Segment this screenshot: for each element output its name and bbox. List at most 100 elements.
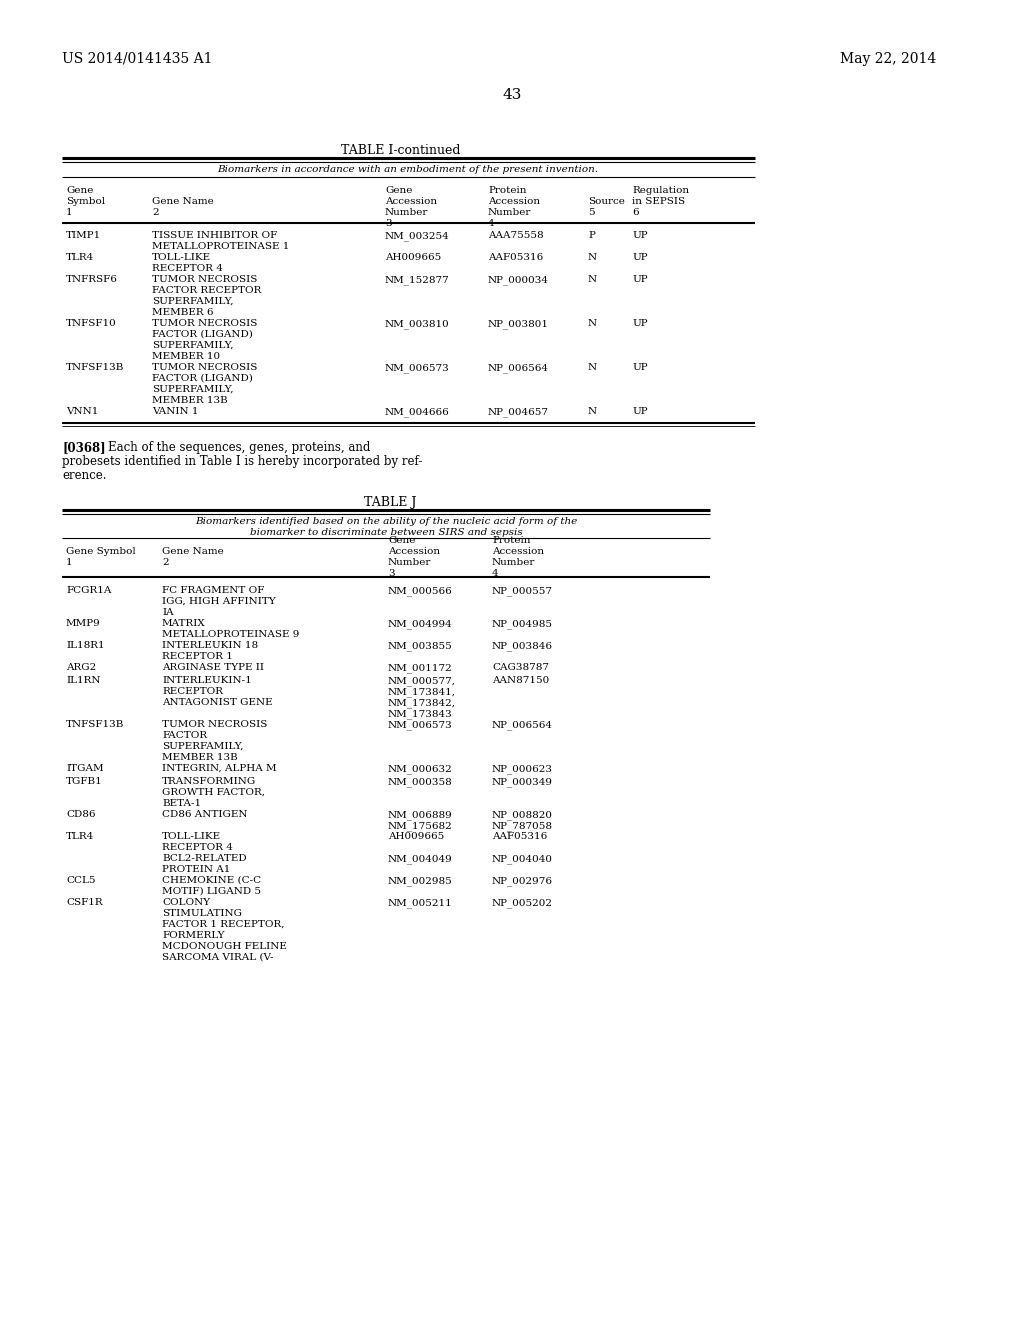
Text: NM_004049: NM_004049 [388,854,453,863]
Text: 43: 43 [503,88,521,102]
Text: TOLL-LIKE: TOLL-LIKE [162,832,221,841]
Text: TABLE I-continued: TABLE I-continued [341,144,461,157]
Text: Number: Number [385,209,428,216]
Text: FCGR1A: FCGR1A [66,586,112,595]
Text: 4: 4 [488,219,495,228]
Text: MEMBER 13B: MEMBER 13B [162,752,238,762]
Text: May 22, 2014: May 22, 2014 [840,51,936,66]
Text: SUPERFAMILY,: SUPERFAMILY, [152,385,233,393]
Text: NP_006564: NP_006564 [492,719,553,730]
Text: NP_005202: NP_005202 [492,898,553,908]
Text: NP_003846: NP_003846 [492,642,553,651]
Text: MEMBER 10: MEMBER 10 [152,352,220,360]
Text: CAG38787: CAG38787 [492,663,549,672]
Text: CD86 ANTIGEN: CD86 ANTIGEN [162,810,248,818]
Text: FORMERLY: FORMERLY [162,931,224,940]
Text: NM_000577,: NM_000577, [388,676,456,685]
Text: Gene: Gene [66,186,93,195]
Text: TNFSF13B: TNFSF13B [66,363,124,372]
Text: probesets identified in Table I is hereby incorporated by ref-: probesets identified in Table I is hereb… [62,455,422,469]
Text: MATRIX: MATRIX [162,619,206,628]
Text: N: N [588,275,597,284]
Text: PROTEIN A1: PROTEIN A1 [162,865,230,874]
Text: NM_003810: NM_003810 [385,319,450,329]
Text: Gene: Gene [388,536,416,545]
Text: UP: UP [632,275,647,284]
Text: NM_173842,: NM_173842, [388,698,456,708]
Text: Number: Number [488,209,531,216]
Text: MEMBER 6: MEMBER 6 [152,308,213,317]
Text: COLONY: COLONY [162,898,210,907]
Text: UP: UP [632,319,647,327]
Text: IGG, HIGH AFFINITY: IGG, HIGH AFFINITY [162,597,275,606]
Text: CSF1R: CSF1R [66,898,102,907]
Text: NP_787058: NP_787058 [492,821,553,830]
Text: Protein: Protein [488,186,526,195]
Text: IL1RN: IL1RN [66,676,100,685]
Text: METALLOPROTEINASE 9: METALLOPROTEINASE 9 [162,630,299,639]
Text: NM_000358: NM_000358 [388,777,453,787]
Text: NP_002976: NP_002976 [492,876,553,886]
Text: AAN87150: AAN87150 [492,676,549,685]
Text: IL18R1: IL18R1 [66,642,104,649]
Text: AH009665: AH009665 [385,253,441,261]
Text: FACTOR: FACTOR [162,731,207,741]
Text: TIMP1: TIMP1 [66,231,101,240]
Text: NP_000034: NP_000034 [488,275,549,285]
Text: NP_000349: NP_000349 [492,777,553,787]
Text: STIMULATING: STIMULATING [162,909,242,917]
Text: TUMOR NECROSIS: TUMOR NECROSIS [162,719,267,729]
Text: TUMOR NECROSIS: TUMOR NECROSIS [152,319,257,327]
Text: AAF05316: AAF05316 [492,832,547,841]
Text: TUMOR NECROSIS: TUMOR NECROSIS [152,363,257,372]
Text: MCDONOUGH FELINE: MCDONOUGH FELINE [162,942,287,950]
Text: Source: Source [588,197,625,206]
Text: AAA75558: AAA75558 [488,231,544,240]
Text: SUPERFAMILY,: SUPERFAMILY, [162,742,244,751]
Text: NM_152877: NM_152877 [385,275,450,285]
Text: FACTOR (LIGAND): FACTOR (LIGAND) [152,374,253,383]
Text: RECEPTOR 4: RECEPTOR 4 [162,843,232,851]
Text: NP_004985: NP_004985 [492,619,553,628]
Text: 5: 5 [588,209,595,216]
Text: NP_004657: NP_004657 [488,407,549,417]
Text: FC FRAGMENT OF: FC FRAGMENT OF [162,586,264,595]
Text: MEMBER 13B: MEMBER 13B [152,396,227,405]
Text: US 2014/0141435 A1: US 2014/0141435 A1 [62,51,213,66]
Text: ITGAM: ITGAM [66,764,103,774]
Text: MOTIF) LIGAND 5: MOTIF) LIGAND 5 [162,887,261,896]
Text: IA: IA [162,609,174,616]
Text: ANTAGONIST GENE: ANTAGONIST GENE [162,698,272,708]
Text: NM_003855: NM_003855 [388,642,453,651]
Text: VNN1: VNN1 [66,407,98,416]
Text: ARG2: ARG2 [66,663,96,672]
Text: Number: Number [492,558,536,568]
Text: NM_006573: NM_006573 [385,363,450,372]
Text: INTERLEUKIN-1: INTERLEUKIN-1 [162,676,252,685]
Text: NP_000557: NP_000557 [492,586,553,595]
Text: GROWTH FACTOR,: GROWTH FACTOR, [162,788,265,797]
Text: NP_003801: NP_003801 [488,319,549,329]
Text: NM_000566: NM_000566 [388,586,453,595]
Text: UP: UP [632,363,647,372]
Text: Protein: Protein [492,536,530,545]
Text: 3: 3 [385,219,391,228]
Text: UP: UP [632,407,647,416]
Text: Each of the sequences, genes, proteins, and: Each of the sequences, genes, proteins, … [108,441,371,454]
Text: AH009665: AH009665 [388,832,444,841]
Text: NM_004994: NM_004994 [388,619,453,628]
Text: 1: 1 [66,209,73,216]
Text: SARCOMA VIRAL (V-: SARCOMA VIRAL (V- [162,953,273,962]
Text: FACTOR RECEPTOR: FACTOR RECEPTOR [152,286,261,294]
Text: TNFSF13B: TNFSF13B [66,719,124,729]
Text: NM_005211: NM_005211 [388,898,453,908]
Text: TLR4: TLR4 [66,253,94,261]
Text: UP: UP [632,231,647,240]
Text: NM_002985: NM_002985 [388,876,453,886]
Text: NM_006889: NM_006889 [388,810,453,820]
Text: Biomarkers in accordance with an embodiment of the present invention.: Biomarkers in accordance with an embodim… [217,165,598,174]
Text: SUPERFAMILY,: SUPERFAMILY, [152,341,233,350]
Text: TNFRSF6: TNFRSF6 [66,275,118,284]
Text: TLR4: TLR4 [66,832,94,841]
Text: VANIN 1: VANIN 1 [152,407,199,416]
